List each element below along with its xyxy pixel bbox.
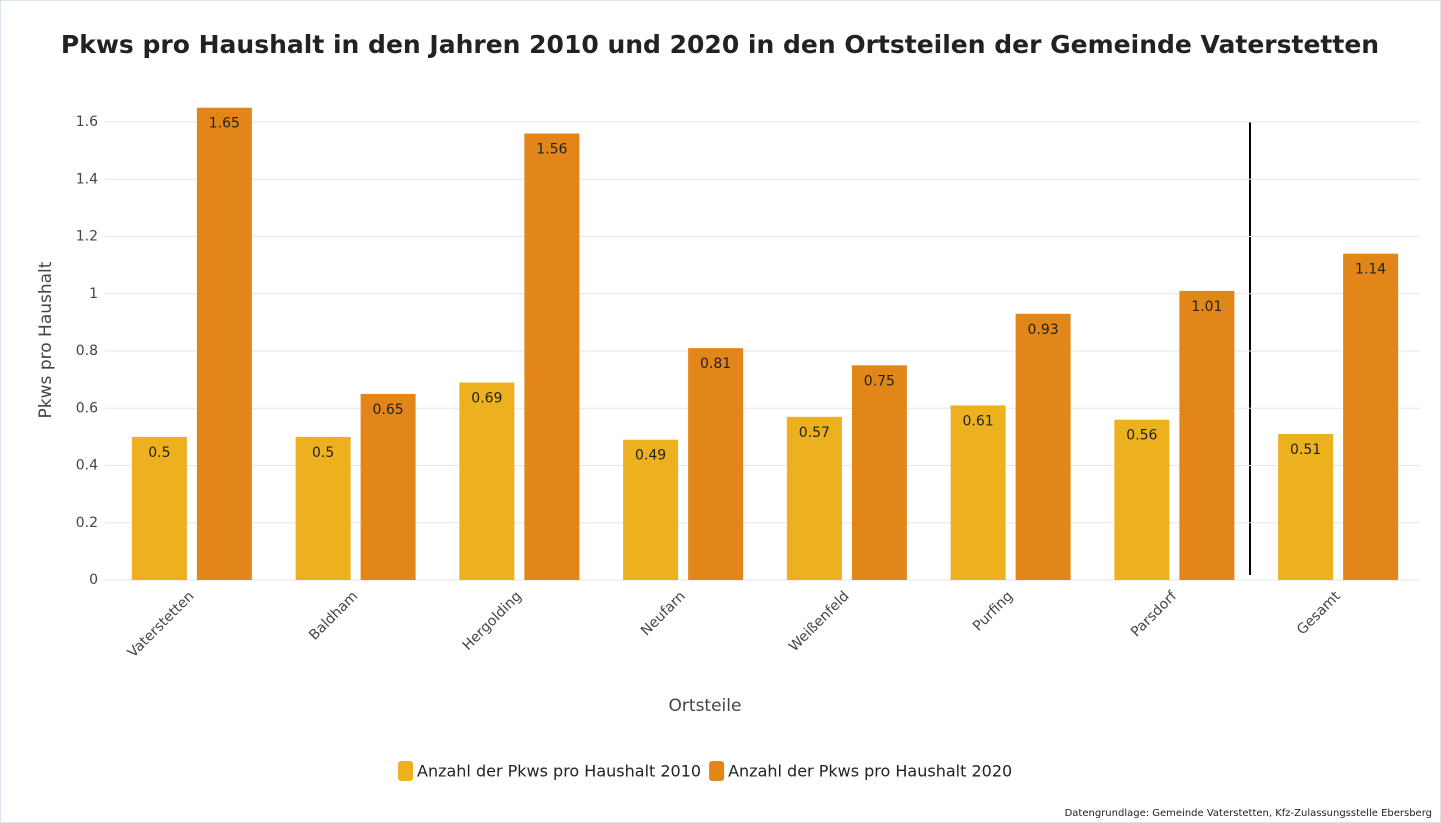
value-label: 0.69 (471, 390, 502, 406)
value-label: 1.56 (536, 141, 567, 157)
legend-swatch (709, 761, 725, 781)
bar (131, 436, 187, 580)
y-tick-label: 0 (89, 572, 98, 588)
bar (1015, 313, 1071, 580)
value-label: 0.65 (373, 402, 404, 418)
value-label: 0.49 (635, 448, 666, 464)
bar (786, 416, 842, 580)
bar (295, 436, 351, 580)
y-axis-title: Pkws pro Haushalt (36, 261, 56, 418)
legend-label: Anzahl der Pkws pro Haushalt 2020 (728, 762, 1012, 781)
chart-title: Pkws pro Haushalt in den Jahren 2010 und… (61, 30, 1379, 59)
value-label: 0.81 (700, 356, 731, 372)
bar (623, 439, 679, 580)
value-label: 0.51 (1290, 442, 1321, 458)
y-tick-label: 0.4 (76, 458, 98, 474)
bar (459, 382, 515, 580)
bar (688, 348, 744, 580)
value-label: 1.14 (1355, 262, 1386, 278)
y-tick-label: 0.6 (76, 400, 98, 416)
y-tick-label: 1 (89, 286, 98, 302)
y-tick-label: 1.2 (76, 229, 98, 245)
y-tick-label: 0.2 (76, 515, 98, 531)
value-label: 0.5 (312, 445, 334, 461)
value-label: 0.56 (1126, 428, 1157, 444)
value-label: 1.01 (1191, 299, 1222, 315)
value-label: 0.75 (864, 373, 895, 389)
bar (851, 365, 907, 580)
bar (1278, 434, 1334, 580)
value-label: 0.61 (963, 413, 994, 429)
y-tick-label: 1.4 (76, 171, 98, 187)
bar (950, 405, 1006, 580)
legend-label: Anzahl der Pkws pro Haushalt 2010 (417, 762, 701, 781)
legend-swatch (398, 761, 413, 781)
value-label: 0.93 (1028, 322, 1059, 338)
value-label: 1.65 (209, 116, 240, 132)
source-note: Datengrundlage: Gemeinde Vaterstetten, K… (1065, 808, 1432, 819)
x-axis-title: Ortsteile (669, 696, 742, 716)
bar (524, 133, 580, 580)
bar (360, 393, 416, 580)
value-label: 0.57 (799, 425, 830, 441)
y-tick-label: 0.8 (76, 343, 98, 359)
bar (1343, 253, 1399, 580)
bar (196, 107, 252, 580)
y-tick-label: 1.6 (76, 114, 98, 130)
value-label: 0.5 (148, 445, 170, 461)
bar (1179, 290, 1235, 580)
bar (1114, 419, 1170, 580)
